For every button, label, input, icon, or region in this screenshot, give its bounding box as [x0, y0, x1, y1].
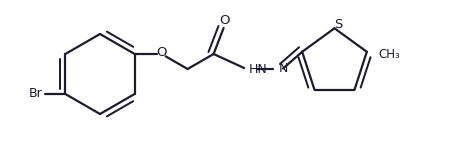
Text: O: O: [156, 46, 167, 59]
Text: N: N: [278, 63, 288, 75]
Text: HN: HN: [249, 64, 268, 76]
Text: O: O: [219, 15, 230, 28]
Text: CH₃: CH₃: [379, 48, 400, 61]
Text: S: S: [334, 18, 343, 31]
Text: Br: Br: [29, 87, 42, 100]
